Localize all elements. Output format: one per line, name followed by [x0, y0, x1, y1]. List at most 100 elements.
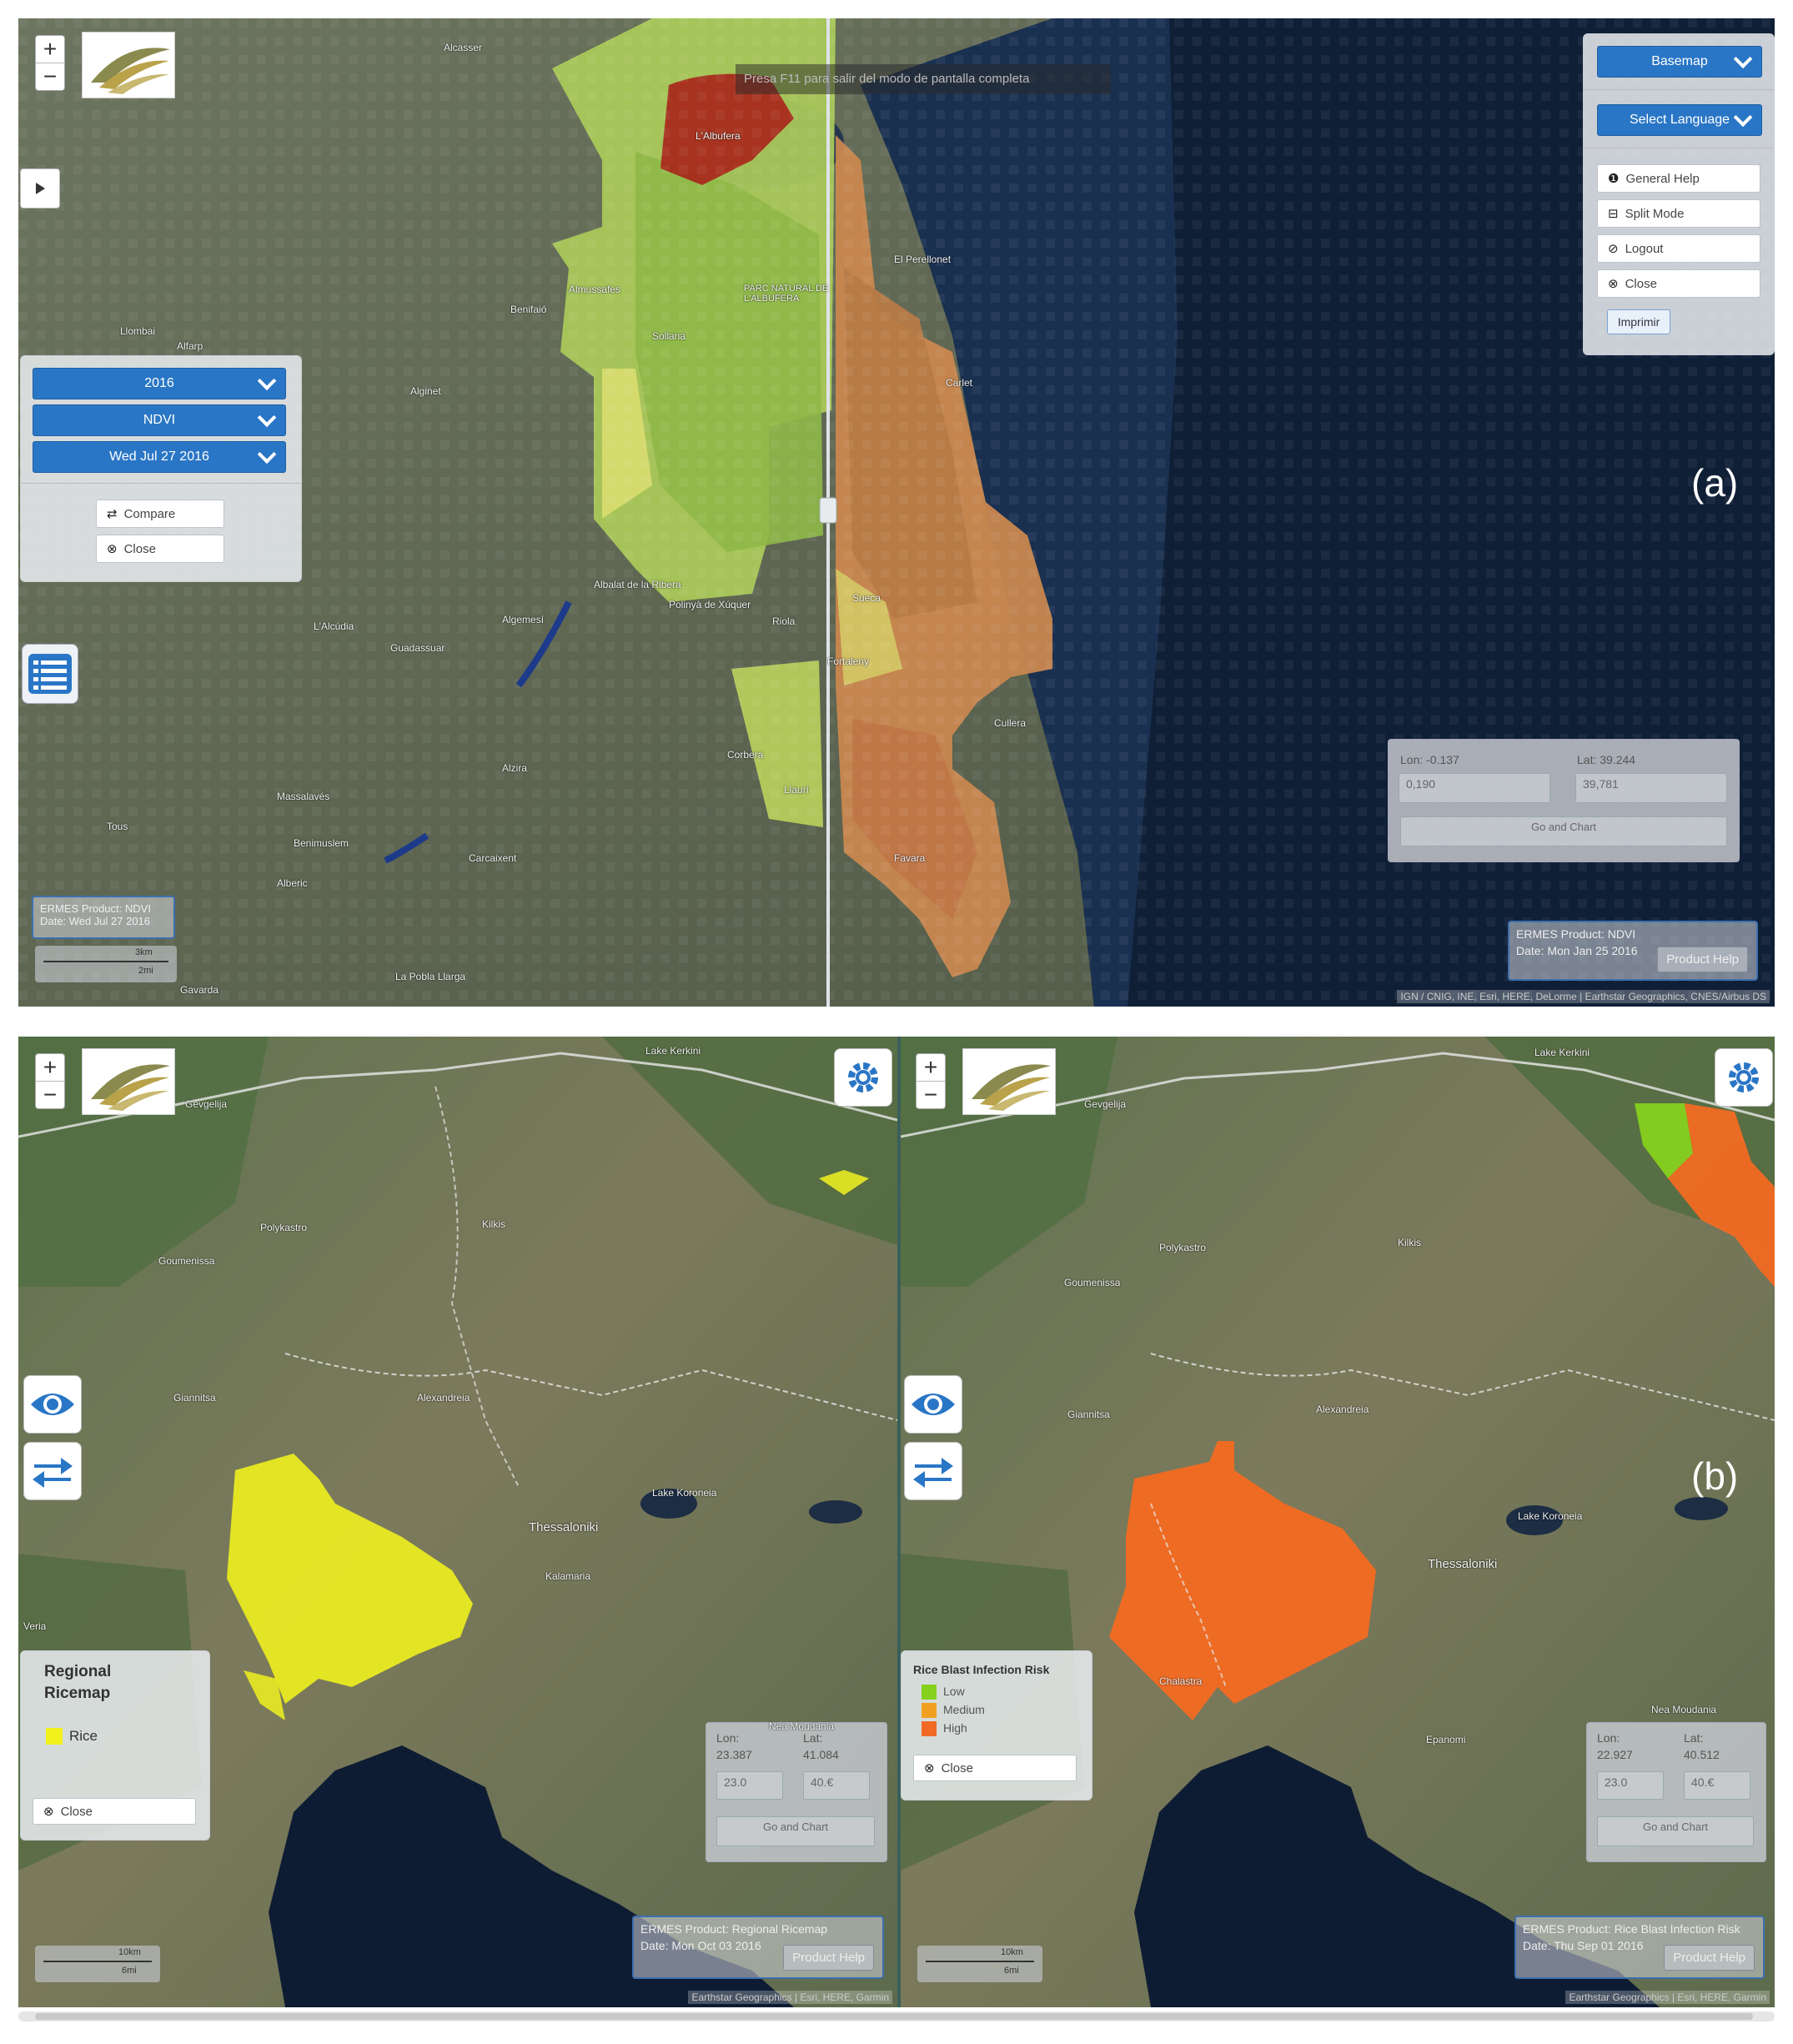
close-button[interactable]: ⊗ Close [33, 1798, 196, 1825]
place-label: Llaurí [784, 784, 810, 796]
language-select[interactable]: Select Language [1597, 104, 1762, 136]
swap-arrows-icon[interactable] [904, 1442, 962, 1500]
index-select[interactable]: NDVI [33, 404, 286, 436]
zoom-out-button[interactable]: − [43, 63, 58, 89]
product-date: Date: Thu Sep 01 2016 [1523, 1939, 1644, 1952]
place-label: Epanomi [1426, 1734, 1466, 1745]
lat-label: Lat: [803, 1731, 823, 1745]
close-label: Close [60, 1804, 93, 1819]
zoom-out-button[interactable]: − [923, 1082, 938, 1107]
compare-button[interactable]: ⇄ Compare [96, 500, 224, 528]
main-menu-panel: Basemap Select Language ❶ General Help ⊟ S… [1583, 33, 1775, 355]
split-divider[interactable] [897, 1037, 901, 2007]
place-label: Corbera [727, 749, 764, 761]
place-label: Polykastro [1159, 1242, 1207, 1253]
lon-input[interactable]: 23.0 [716, 1771, 783, 1800]
swap-arrows-icon[interactable] [23, 1442, 82, 1500]
satellite-map-b-right[interactable] [901, 1037, 1775, 2007]
place-label: Tous [107, 821, 128, 832]
close-button[interactable]: ⊗ Close [1597, 269, 1760, 298]
place-label: Thessaloniki [1428, 1557, 1498, 1571]
layer-list-icon[interactable] [22, 644, 78, 704]
go-and-chart-button[interactable]: Go and Chart [1400, 816, 1727, 846]
place-label: Lake Koroneia [1518, 1510, 1583, 1522]
lon-input[interactable]: 0,190 [1399, 773, 1550, 803]
scale-mi: 6mi [122, 1966, 137, 1976]
place-label: Alexandreia [417, 1392, 470, 1404]
close-button[interactable]: ⊗ Close [913, 1755, 1077, 1781]
zoom-in-button[interactable]: + [36, 1054, 64, 1082]
panel-b-right-map: + − (b) Rice Blast Infection Risk Low Me… [901, 1037, 1775, 2007]
product-help-button[interactable]: Product Help [1664, 1945, 1755, 1971]
general-help-button[interactable]: ❶ General Help [1597, 164, 1760, 193]
place-label: Almussafes [569, 284, 621, 295]
logout-button[interactable]: ⊘ Logout [1597, 234, 1760, 263]
date-value: Wed Jul 27 2016 [109, 449, 209, 464]
panel-b-left-map: + − Regional Ricemap Rice ⊗ Close Lon: 23… [18, 1037, 897, 2007]
year-value: 2016 [144, 376, 174, 390]
chevron-down-icon [1733, 49, 1753, 69]
basemap-label: Basemap [1651, 54, 1708, 68]
basemap-select[interactable]: Basemap [1597, 46, 1762, 78]
lat-label: Lat: [1684, 1731, 1704, 1745]
close-button[interactable]: ⊗ Close [96, 535, 224, 563]
close-circle-icon: ⊗ [924, 1761, 935, 1775]
zoom-control: + − [35, 1053, 65, 1109]
product-date: Date: Mon Oct 03 2016 [640, 1939, 761, 1952]
zoom-in-button[interactable]: + [36, 36, 64, 63]
place-label: Giannitsa [1067, 1409, 1110, 1420]
place-label: Benifaió [510, 304, 547, 315]
horizontal-scrollbar[interactable] [18, 2011, 1775, 2021]
eye-icon[interactable] [904, 1375, 962, 1434]
go-and-chart-button[interactable]: Go and Chart [716, 1816, 875, 1846]
place-label: Gevgelija [1084, 1098, 1127, 1110]
split-mode-button[interactable]: ⊟ Split Mode [1597, 199, 1760, 228]
product-name: ERMES Product: NDVI [1516, 927, 1636, 941]
divider [21, 483, 301, 484]
product-help-button[interactable]: Product Help [783, 1945, 874, 1971]
place-label: Sueca [852, 592, 881, 604]
scale-km: 3km [135, 947, 153, 957]
product-info: ERMES Product: Rice Blast Infection Risk… [1514, 1916, 1765, 1979]
place-label: Alberic [277, 877, 308, 889]
eye-icon[interactable] [23, 1375, 82, 1434]
place-label: El Perellonet [894, 254, 952, 265]
legend-swatch-rice [46, 1728, 63, 1745]
ermes-logo [82, 32, 175, 98]
product-help-button[interactable]: Product Help [1657, 947, 1748, 972]
place-label: La Pobla Llarga [395, 971, 466, 982]
place-label: Carcaixent [469, 852, 517, 864]
lon-input[interactable]: 23.0 [1597, 1771, 1664, 1800]
gear-icon[interactable] [1715, 1048, 1773, 1107]
compare-label: Compare [123, 506, 176, 521]
legend-item-label: Rice [69, 1728, 98, 1744]
date-select[interactable]: Wed Jul 27 2016 [33, 441, 286, 473]
zoom-out-button[interactable]: − [43, 1082, 58, 1107]
product-info-right: ERMES Product: NDVI Date: Mon Jan 25 201… [1508, 921, 1758, 981]
imprimir-button[interactable]: Imprimir [1607, 309, 1670, 334]
gear-icon[interactable] [834, 1048, 892, 1107]
scale-mi: 2mi [138, 966, 153, 976]
scale-bar: 10km 6mi [917, 1946, 1042, 1982]
legend-item-label: Low [943, 1685, 965, 1698]
coordinates-panel: Lon: 23.387 Lat: 41.084 23.0 40.€ Go and… [706, 1722, 887, 1862]
lat-input[interactable]: 40.€ [803, 1771, 870, 1800]
place-label: Nea Moudania [769, 1720, 835, 1732]
chevron-down-icon [1733, 108, 1753, 128]
go-and-chart-button[interactable]: Go and Chart [1597, 1816, 1754, 1846]
scrollbar-thumb[interactable] [35, 2013, 1753, 2020]
split-icon: ⊟ [1608, 207, 1619, 221]
place-label: Veria [23, 1620, 47, 1632]
lat-input[interactable]: 40.€ [1684, 1771, 1750, 1800]
zoom-in-button[interactable]: + [917, 1054, 945, 1082]
product-name: ERMES Product: Rice Blast Infection Risk [1523, 1922, 1740, 1936]
place-label: Polinyà de Xúquer [669, 599, 751, 610]
index-value: NDVI [143, 413, 176, 427]
place-label: Alginet [410, 385, 441, 397]
play-icon[interactable] [20, 168, 60, 208]
year-select[interactable]: 2016 [33, 368, 286, 399]
lat-input[interactable]: 39,781 [1575, 773, 1727, 803]
legend-panel: Rice Blast Infection Risk Low Medium Hig… [901, 1650, 1092, 1800]
place-label: Benimuslem [294, 837, 349, 849]
place-label: Chalastra [1159, 1675, 1203, 1687]
